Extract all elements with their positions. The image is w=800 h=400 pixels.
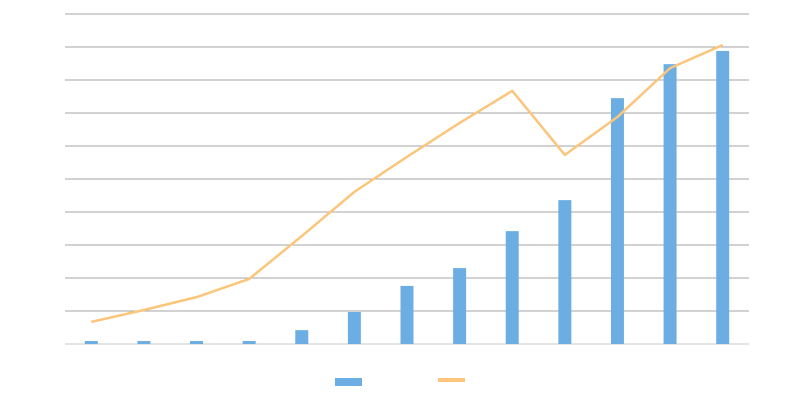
bar: [453, 268, 467, 344]
bar: [347, 311, 361, 344]
bar: [242, 341, 256, 344]
bar: [663, 64, 677, 344]
bar: [716, 50, 730, 345]
legend-swatch: [438, 378, 465, 382]
bar: [505, 231, 519, 344]
legend-swatch: [335, 378, 362, 386]
bar: [610, 98, 624, 345]
line: [91, 43, 724, 324]
bar: [137, 341, 151, 344]
bar: [558, 200, 572, 344]
bar: [84, 341, 98, 344]
bar: [400, 285, 414, 344]
bar: [295, 330, 309, 344]
bar: [190, 341, 204, 344]
